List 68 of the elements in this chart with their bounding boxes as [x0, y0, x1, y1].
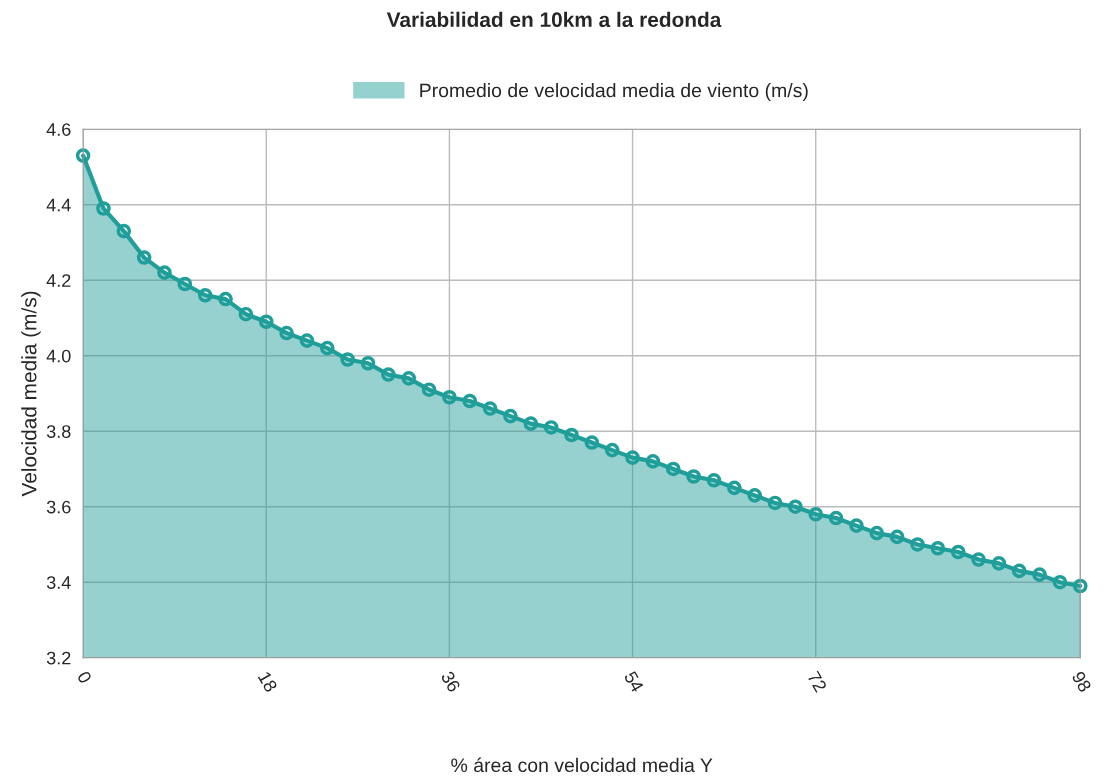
point [75, 148, 91, 163]
point [381, 367, 396, 382]
point [462, 393, 478, 409]
chart-title: Variabilidad en 10km a la redonda [386, 11, 722, 28]
point [360, 355, 376, 371]
y-tick-label: 4.2 [46, 274, 71, 287]
point [543, 420, 559, 435]
point [482, 401, 498, 416]
point [503, 408, 518, 424]
point [950, 544, 966, 560]
x-tick-label: 54 [623, 670, 645, 694]
point [238, 306, 254, 322]
legend-label: Promedio de velocidad media de viento (m/s) [420, 83, 808, 102]
y-tick-label: 3.2 [46, 651, 71, 665]
y-tick-label: 3.6 [46, 500, 71, 514]
point [401, 371, 417, 386]
point [686, 469, 701, 484]
x-tick-label: 0 [76, 670, 93, 685]
y-tick-label: 3.8 [46, 425, 71, 438]
point [523, 416, 539, 431]
point [849, 518, 864, 533]
point [889, 529, 905, 545]
point [767, 495, 783, 511]
y-tick-label: 4.6 [46, 123, 71, 136]
point [218, 291, 233, 307]
point [604, 442, 620, 458]
point [1073, 578, 1088, 594]
y-tick-label: 4.4 [46, 198, 71, 212]
point [1011, 563, 1027, 579]
point [1052, 574, 1068, 590]
point [991, 556, 1007, 571]
point [930, 540, 946, 556]
x-tick-label: 18 [257, 670, 278, 693]
x-tick-label: 36 [440, 670, 461, 693]
y-axis-title: Velocidad media (m/s) [21, 291, 41, 497]
point [320, 340, 335, 356]
point [910, 537, 925, 552]
x-tick-label: 72 [807, 670, 828, 693]
x-axis-title: % área con velocidad media Y [451, 757, 713, 773]
point [971, 552, 986, 567]
y-tick-label: 4.0 [46, 349, 71, 363]
x-tick-label: 98 [1071, 670, 1092, 693]
point [421, 382, 437, 397]
point [258, 314, 274, 330]
point [197, 288, 213, 303]
point [625, 450, 640, 465]
point [584, 435, 600, 450]
point [869, 525, 885, 541]
point [157, 265, 172, 280]
point [96, 201, 111, 216]
point [299, 333, 315, 348]
y-tick-label: 3.4 [46, 576, 71, 589]
point [442, 389, 457, 405]
point [727, 480, 742, 496]
point [340, 352, 355, 367]
point [788, 499, 803, 515]
point [747, 488, 762, 503]
point [828, 510, 844, 526]
point [564, 427, 579, 443]
point [706, 472, 722, 488]
point [136, 250, 152, 265]
point [116, 223, 132, 239]
point [645, 454, 661, 469]
point [665, 461, 681, 477]
point [279, 325, 294, 341]
point [808, 506, 824, 522]
point [177, 276, 193, 292]
point [1032, 567, 1047, 582]
